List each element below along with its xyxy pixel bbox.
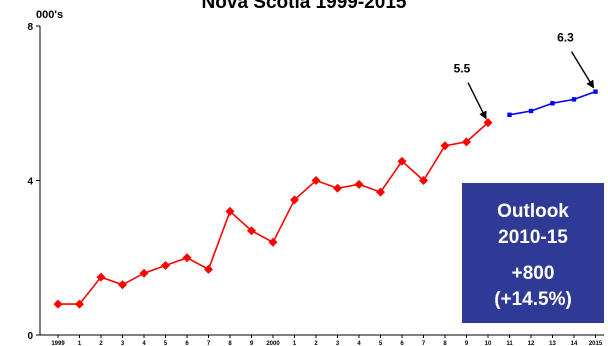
x-tick-label: 1 — [78, 341, 82, 346]
data-point — [53, 299, 63, 309]
x-tick-label: 14 — [571, 341, 578, 346]
series-line — [58, 121, 489, 305]
x-tick-label: 12 — [528, 341, 535, 346]
x-tick-label: 10 — [485, 341, 492, 346]
data-point — [96, 272, 106, 282]
data-point — [204, 264, 213, 274]
data-point — [247, 226, 256, 236]
x-tick-label: 6 — [185, 341, 189, 346]
data-point — [161, 260, 170, 270]
data-point — [483, 118, 493, 128]
data-point — [118, 280, 127, 290]
data-point — [333, 183, 342, 193]
callout-period: 2010-15 — [498, 227, 568, 248]
x-tick-label: 2015 — [589, 341, 603, 346]
data-point — [354, 179, 364, 189]
x-tick-label: 3 — [336, 341, 340, 346]
data-point — [75, 299, 84, 309]
annotation-arrow — [467, 82, 487, 120]
annotation-arrow — [570, 51, 595, 89]
x-tick-label: 1999 — [51, 341, 65, 346]
y-tick-label: 8 — [27, 22, 33, 33]
x-tick-label: 4 — [142, 341, 146, 346]
x-tick-label: 7 — [207, 341, 211, 346]
data-point — [419, 176, 428, 185]
data-point — [268, 237, 278, 247]
data-point — [311, 176, 321, 185]
data-point — [376, 187, 385, 197]
x-tick-label: 2 — [99, 341, 103, 346]
data-point — [397, 156, 407, 166]
data-point — [462, 137, 471, 147]
data-point — [139, 268, 149, 278]
data-point — [290, 195, 299, 205]
x-tick-label: 4 — [357, 341, 361, 346]
chart-title: Nova Scotia 1999-2015 — [202, 0, 407, 13]
callout-percent: (+14.5%) — [494, 289, 572, 310]
callout-change: +800 — [511, 263, 555, 284]
data-point — [550, 101, 555, 106]
data-label: 6.3 — [557, 31, 574, 45]
x-tick-label: 1 — [293, 341, 297, 346]
outlook-callout: Outlook 2010-15 +800 (+14.5%) — [462, 183, 604, 323]
x-tick-label: 13 — [549, 341, 556, 346]
y-tick-label: 0 — [27, 331, 33, 342]
x-tick-label: 8 — [228, 341, 232, 346]
x-tick-label: 3 — [121, 341, 125, 346]
x-tick-label: 9 — [465, 341, 469, 346]
unit-label: 000's — [36, 9, 63, 21]
x-tick-label: 5 — [379, 341, 383, 346]
x-tick-label: 7 — [422, 341, 426, 346]
data-point — [225, 206, 235, 216]
data-point — [571, 97, 577, 102]
x-tick-label: 8 — [443, 341, 447, 346]
x-tick-label: 9 — [250, 341, 254, 346]
data-point — [440, 141, 450, 151]
data-point — [507, 112, 512, 118]
x-tick-label: 2 — [314, 341, 318, 346]
y-tick-label: 4 — [27, 177, 33, 188]
x-tick-label: 6 — [400, 341, 404, 346]
callout-title: Outlook — [497, 201, 569, 222]
x-tick-label: 5 — [164, 341, 168, 346]
data-point — [528, 108, 534, 114]
x-tick-label: 11 — [506, 341, 513, 346]
data-point — [182, 253, 192, 263]
data-label: 5.5 — [454, 62, 471, 76]
x-tick-label: 2000 — [266, 341, 280, 346]
data-point — [593, 89, 598, 94]
